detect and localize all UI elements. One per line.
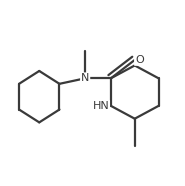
Text: O: O [135,55,144,65]
Text: N: N [81,73,89,83]
Text: HN: HN [92,101,109,111]
